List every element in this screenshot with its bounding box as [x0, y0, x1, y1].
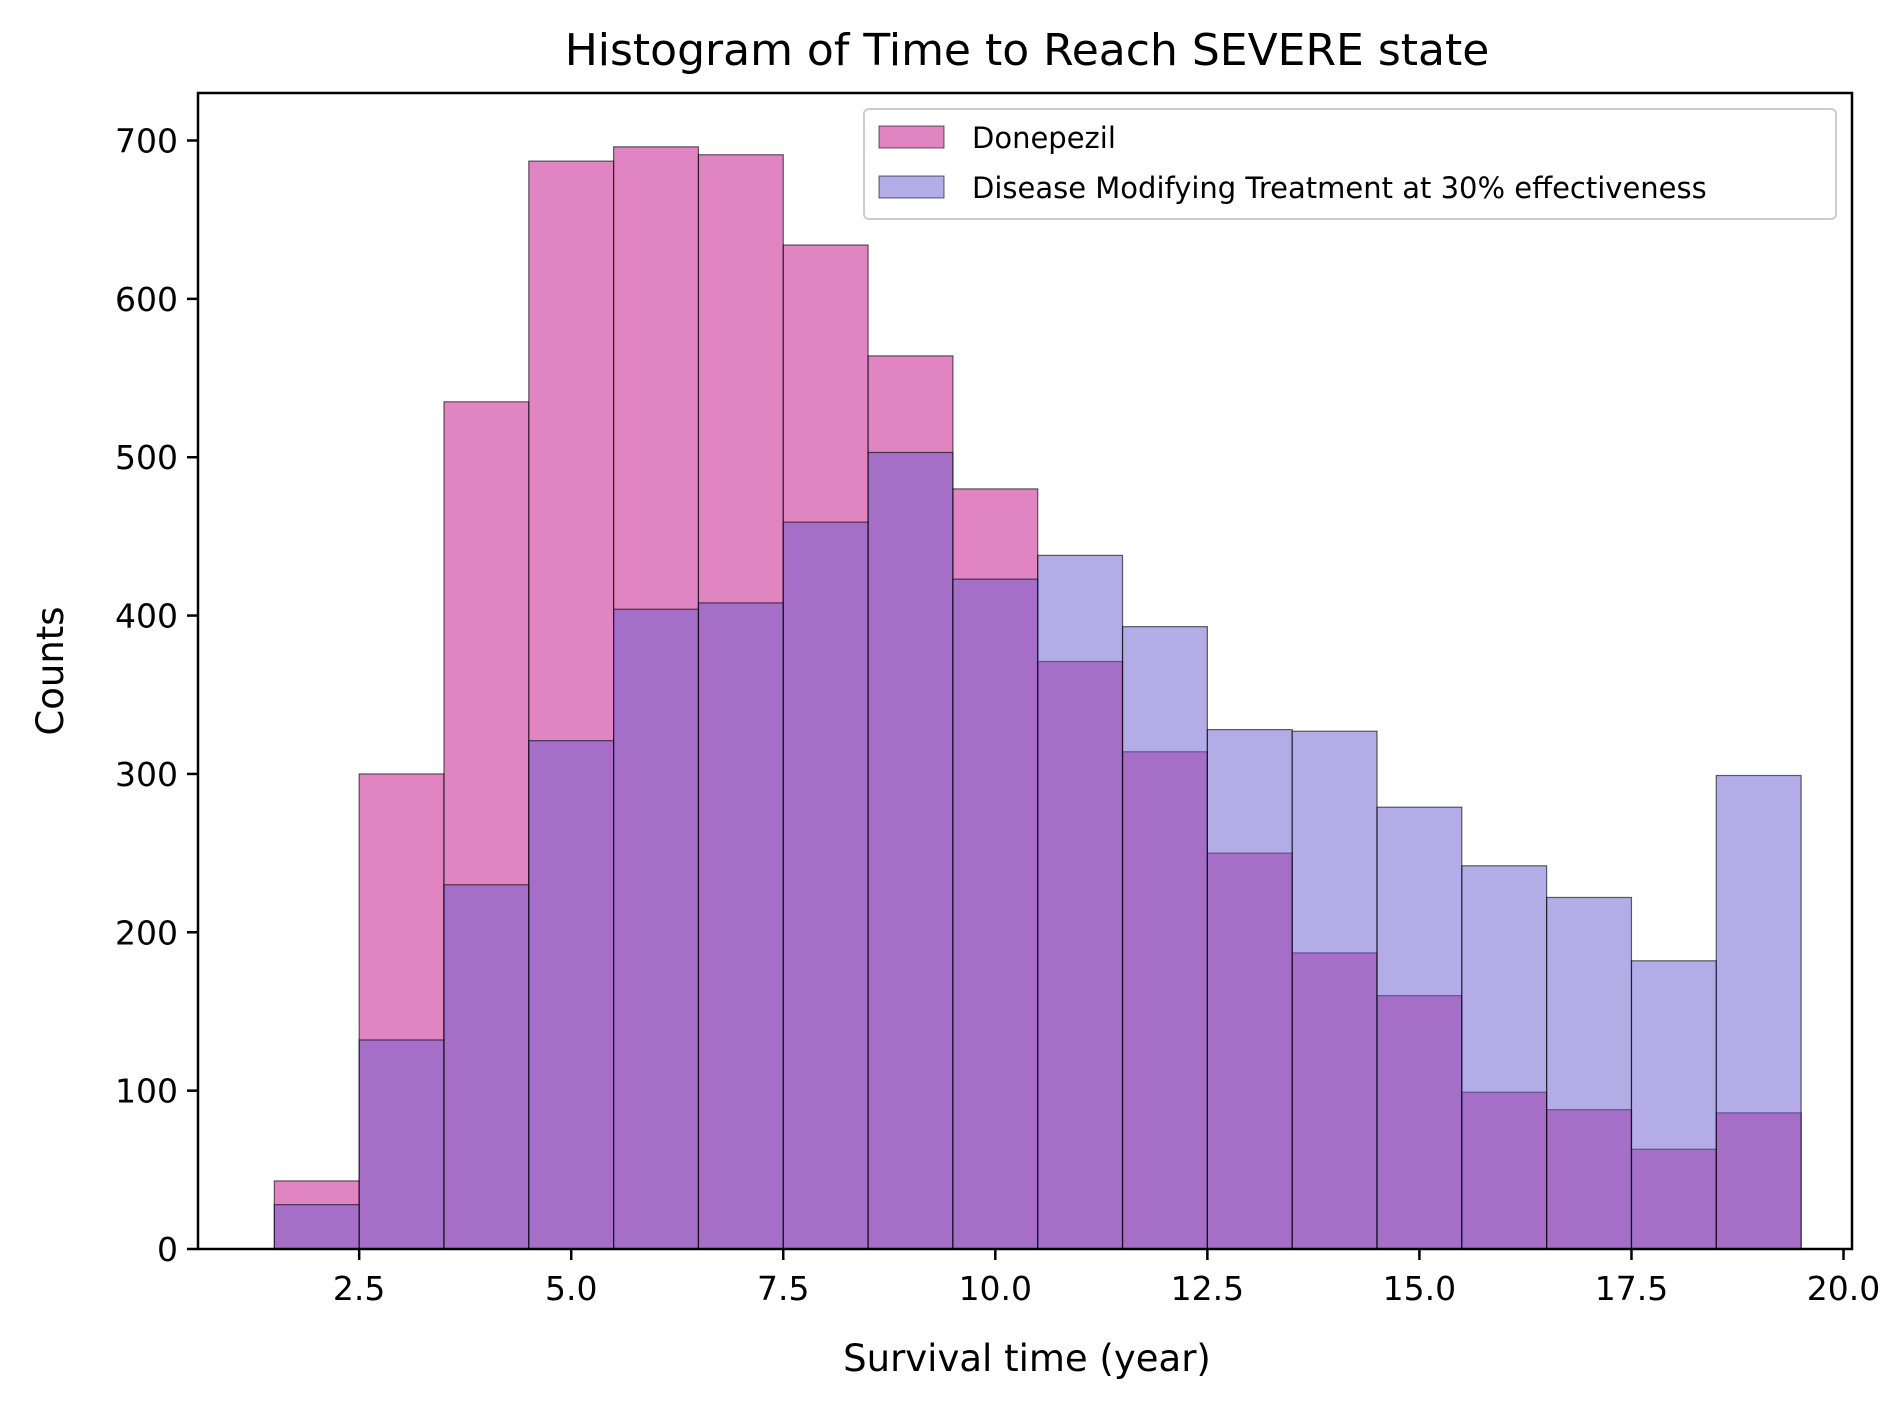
legend-label-dmt: Disease Modifying Treatment at 30% effec… — [972, 171, 1707, 205]
bar-dmt-bin-5 — [697, 602, 784, 1250]
bar-dmt-bin-16 — [1630, 960, 1717, 1250]
x-axis: 2.5 5.0 7.5 10.0 12.5 15.0 17.5 20.0 — [333, 1249, 1880, 1308]
x-tick-label: 7.5 — [757, 1269, 809, 1308]
x-tick-label: 17.5 — [1595, 1269, 1668, 1308]
bar-dmt-bin-15 — [1546, 896, 1633, 1250]
bar-dmt-bin-0 — [273, 1204, 360, 1250]
bar-dmt-bin-6 — [782, 521, 869, 1250]
bar-dmt-bin-12 — [1291, 730, 1378, 1250]
x-axis-label: Survival time (year) — [843, 1337, 1211, 1380]
y-axis-label: Counts — [29, 606, 72, 735]
x-tick-label: 5.0 — [545, 1269, 597, 1308]
y-tick-label: 700 — [115, 122, 178, 161]
y-tick-label: 0 — [157, 1230, 178, 1269]
x-tick-label: 2.5 — [333, 1269, 385, 1308]
y-tick-label: 300 — [115, 755, 178, 794]
bar-dmt-bin-10 — [1121, 626, 1208, 1250]
y-axis: 0 100 200 300 400 500 600 700 — [115, 122, 198, 1269]
bar-dmt-bin-4 — [613, 608, 700, 1250]
x-tick-label: 12.5 — [1171, 1269, 1244, 1308]
bar-dmt-bin-8 — [952, 578, 1039, 1250]
bar-dmt-bin-17 — [1715, 774, 1802, 1250]
y-tick-label: 100 — [115, 1072, 178, 1111]
bar-dmt-bin-11 — [1206, 728, 1293, 1250]
y-tick-label: 600 — [115, 280, 178, 319]
legend-swatch-donepezil — [878, 125, 945, 149]
x-tick-label: 15.0 — [1383, 1269, 1456, 1308]
legend-swatch-dmt — [878, 175, 945, 199]
y-tick-label: 400 — [115, 597, 178, 636]
y-tick-label: 500 — [115, 438, 178, 477]
plot-frame — [196, 91, 1854, 1251]
bar-dmt-bin-1 — [358, 1039, 445, 1250]
bar-dmt-bin-13 — [1376, 806, 1463, 1250]
bars-layer — [273, 146, 1802, 1250]
legend-box — [863, 108, 1837, 220]
bar-dmt-bin-14 — [1461, 865, 1548, 1250]
legend: Donepezil Disease Modifying Treatment at… — [863, 108, 1837, 220]
y-tick-label: 200 — [115, 913, 178, 952]
chart-title: Histogram of Time to Reach SEVERE state — [565, 25, 1490, 76]
x-tick-label: 20.0 — [1807, 1269, 1880, 1308]
x-tick-label: 10.0 — [959, 1269, 1032, 1308]
bar-dmt-bin-2 — [443, 884, 530, 1250]
bar-dmt-bin-3 — [528, 740, 615, 1250]
bar-dmt-bin-7 — [867, 451, 954, 1250]
bar-dmt-bin-9 — [1037, 554, 1124, 1250]
legend-label-donepezil: Donepezil — [972, 121, 1116, 155]
